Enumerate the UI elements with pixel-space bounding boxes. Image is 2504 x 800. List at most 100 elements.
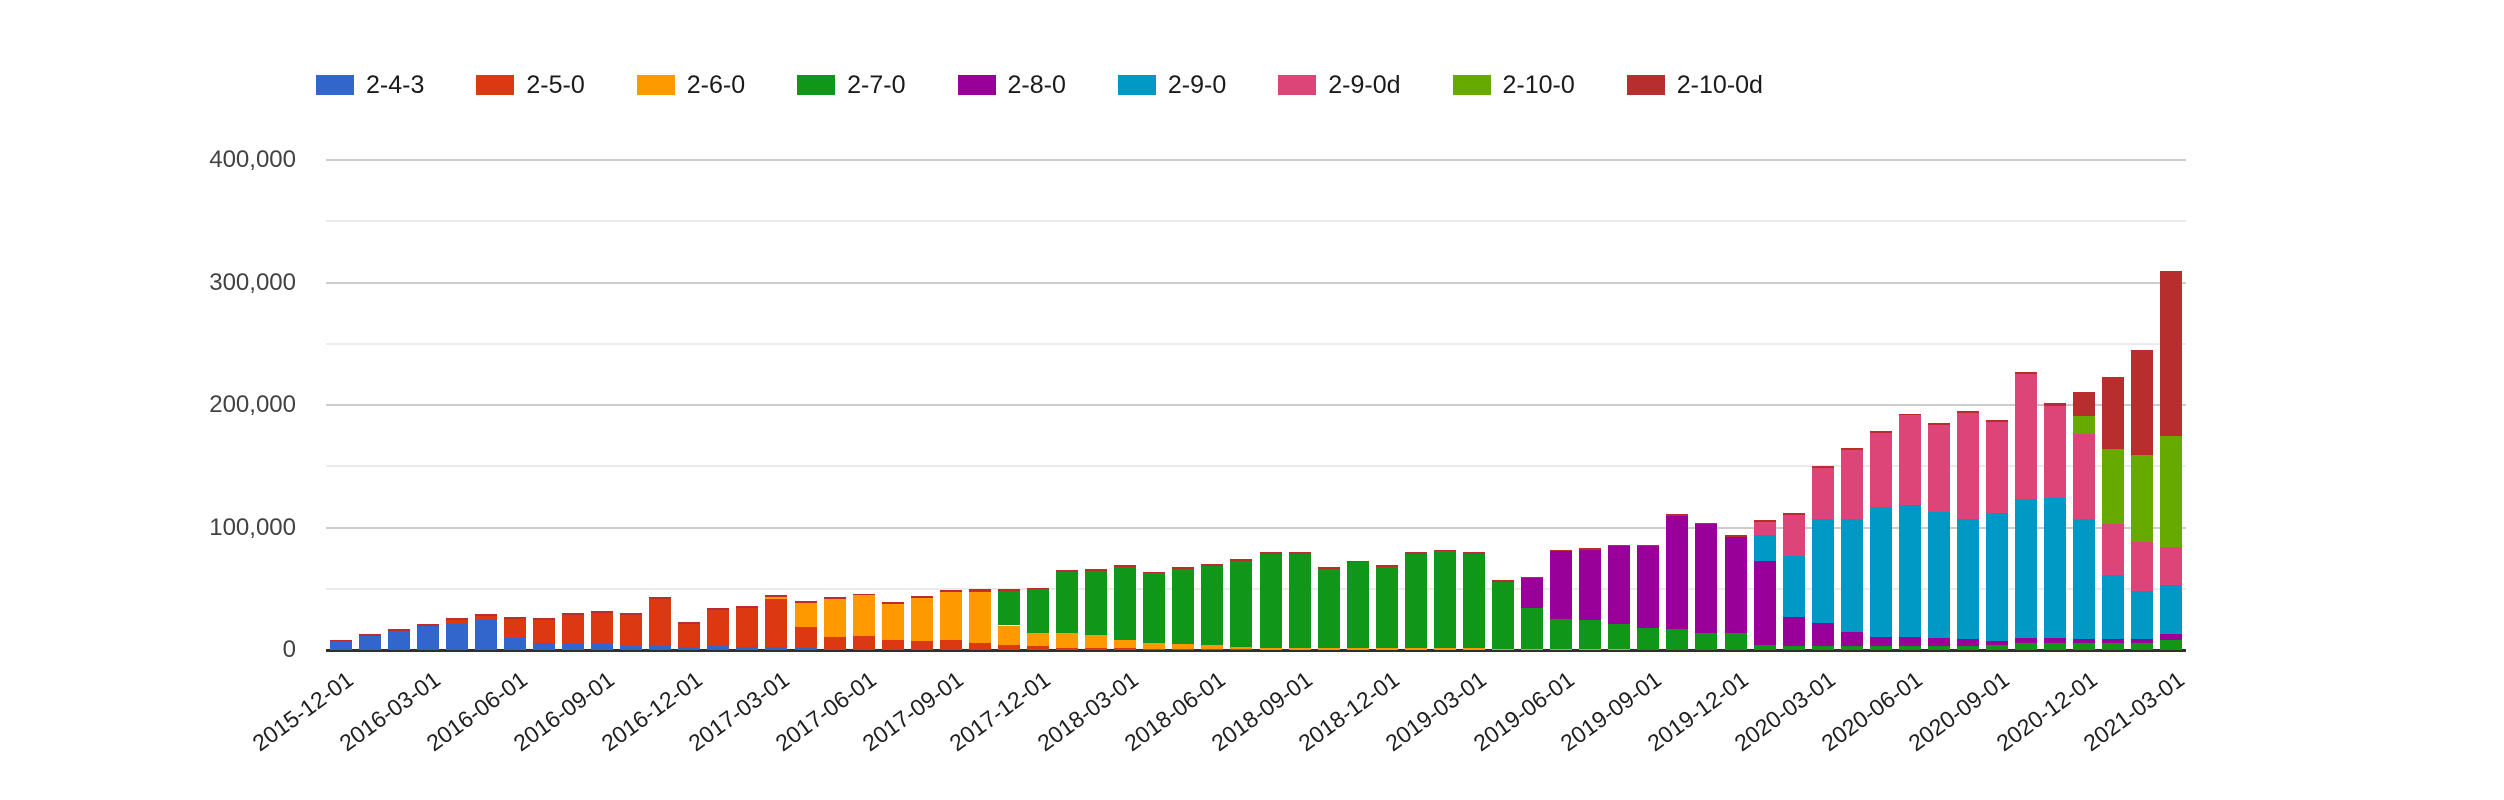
bar-segment-2-6-0[interactable] xyxy=(1521,648,1544,650)
bar-segment-2-5-0[interactable] xyxy=(474,616,497,620)
bar-segment-2-8-0[interactable] xyxy=(1840,631,1863,647)
bar-segment-2-9-0d[interactable] xyxy=(2160,547,2183,586)
bar-segment-2-10-0d[interactable] xyxy=(1375,565,1398,568)
bar-segment-2-9-0d[interactable] xyxy=(1927,425,1950,512)
bar-segment-2-9-0[interactable] xyxy=(2160,585,2183,635)
bar-segment-2-4-3[interactable] xyxy=(649,645,672,650)
bar-segment-2-7-0[interactable] xyxy=(1230,561,1253,647)
bar-segment-2-7-0[interactable] xyxy=(1143,573,1166,643)
bar-segment-2-9-0d[interactable] xyxy=(2073,434,2096,519)
bar-segment-2-6-0[interactable] xyxy=(1230,646,1253,650)
bar-segment-2-10-0d[interactable] xyxy=(1666,514,1689,516)
bar-segment-2-10-0d[interactable] xyxy=(1027,587,1050,590)
bar-segment-2-6-0[interactable] xyxy=(1114,639,1137,649)
bar-segment-2-7-0[interactable] xyxy=(1172,568,1195,644)
bar-segment-2-10-0d[interactable] xyxy=(1433,549,1456,552)
bar-segment-2-10-0d[interactable] xyxy=(1521,576,1544,579)
bar-segment-2-10-0d[interactable] xyxy=(1695,522,1718,525)
bar-segment-2-10-0d[interactable] xyxy=(1550,549,1573,552)
bar-segment-2-10-0d[interactable] xyxy=(329,640,352,642)
bar-segment-2-6-0[interactable] xyxy=(1172,643,1195,649)
bar-segment-2-4-3[interactable] xyxy=(910,649,933,650)
bar-segment-2-8-0[interactable] xyxy=(2131,638,2154,643)
bar-segment-2-9-0[interactable] xyxy=(2015,499,2038,638)
bar-segment-2-7-0[interactable] xyxy=(1346,562,1369,649)
bar-segment-2-7-0[interactable] xyxy=(1492,582,1515,649)
bar-segment-2-9-0[interactable] xyxy=(2131,591,2154,639)
bar-segment-2-7-0[interactable] xyxy=(1201,566,1224,646)
bar-segment-2-10-0d[interactable] xyxy=(1927,423,1950,426)
bar-segment-2-7-0[interactable] xyxy=(1085,570,1108,636)
bar-segment-2-6-0[interactable] xyxy=(1085,635,1108,648)
bar-segment-2-7-0[interactable] xyxy=(1027,589,1050,633)
bar-segment-2-5-0[interactable] xyxy=(765,599,788,647)
bar-segment-2-8-0[interactable] xyxy=(1869,636,1892,647)
bar-segment-2-6-0[interactable] xyxy=(1492,648,1515,650)
bar-segment-2-5-0[interactable] xyxy=(736,607,759,647)
bar-segment-2-8-0[interactable] xyxy=(2160,634,2183,641)
bar-segment-2-9-0d[interactable] xyxy=(1753,521,1776,535)
bar-segment-2-7-0[interactable] xyxy=(2044,642,2067,650)
bar-segment-2-5-0[interactable] xyxy=(562,615,585,644)
bar-segment-2-10-0d[interactable] xyxy=(707,608,730,611)
bar-segment-2-6-0[interactable] xyxy=(1550,649,1573,650)
bar-segment-2-9-0[interactable] xyxy=(1898,505,1921,637)
bar-segment-2-6-0[interactable] xyxy=(910,597,933,641)
bar-segment-2-10-0d[interactable] xyxy=(474,614,497,617)
bar-segment-2-5-0[interactable] xyxy=(445,619,468,624)
bar-segment-2-9-0[interactable] xyxy=(1782,555,1805,617)
bar-segment-2-9-0d[interactable] xyxy=(2015,374,2038,500)
bar-segment-2-10-0d[interactable] xyxy=(1201,564,1224,567)
bar-segment-2-10-0d[interactable] xyxy=(358,634,381,636)
bar-segment-2-10-0d[interactable] xyxy=(1114,565,1137,568)
bar-segment-2-7-0[interactable] xyxy=(1404,553,1427,649)
bar-segment-2-7-0[interactable] xyxy=(1869,646,1892,650)
bar-segment-2-10-0d[interactable] xyxy=(2015,371,2038,375)
bar-segment-2-10-0d[interactable] xyxy=(503,616,526,619)
bar-segment-2-10-0d[interactable] xyxy=(620,613,643,616)
bar-segment-2-8-0[interactable] xyxy=(1695,524,1718,633)
bar-segment-2-10-0[interactable] xyxy=(2131,455,2154,543)
bar-segment-2-4-3[interactable] xyxy=(416,626,439,650)
bar-segment-2-6-0[interactable] xyxy=(1346,648,1369,650)
bar-segment-2-6-0[interactable] xyxy=(1027,632,1050,647)
bar-segment-2-7-0[interactable] xyxy=(1811,646,1834,650)
bar-segment-2-7-0[interactable] xyxy=(968,591,991,593)
bar-segment-2-10-0d[interactable] xyxy=(765,594,788,597)
bar-segment-2-8-0[interactable] xyxy=(1637,546,1660,628)
bar-segment-2-5-0[interactable] xyxy=(1056,647,1079,650)
bar-segment-2-6-0[interactable] xyxy=(1056,632,1079,648)
bar-segment-2-4-3[interactable] xyxy=(591,643,614,650)
bar-segment-2-8-0[interactable] xyxy=(1898,636,1921,647)
bar-segment-2-7-0[interactable] xyxy=(2102,642,2125,650)
bar-segment-2-8-0[interactable] xyxy=(1521,578,1544,608)
bar-segment-2-4-3[interactable] xyxy=(678,646,701,650)
bar-segment-2-6-0[interactable] xyxy=(1201,645,1224,649)
bar-segment-2-10-0d[interactable] xyxy=(1288,552,1311,554)
bar-segment-2-4-3[interactable] xyxy=(794,648,817,650)
bar-segment-2-10-0d[interactable] xyxy=(1579,548,1602,551)
bar-segment-2-4-3[interactable] xyxy=(939,649,962,650)
bar-segment-2-8-0[interactable] xyxy=(2044,637,2067,643)
bar-segment-2-10-0d[interactable] xyxy=(387,629,410,631)
bar-segment-2-9-0[interactable] xyxy=(2044,498,2067,638)
bar-segment-2-5-0[interactable] xyxy=(591,612,614,644)
bar-segment-2-10-0d[interactable] xyxy=(910,596,933,598)
bar-segment-2-10-0d[interactable] xyxy=(1085,569,1108,571)
bar-segment-2-4-3[interactable] xyxy=(620,646,643,650)
bar-segment-2-4-3[interactable] xyxy=(329,641,352,650)
bar-segment-2-5-0[interactable] xyxy=(1027,646,1050,650)
bar-segment-2-10-0d[interactable] xyxy=(1869,430,1892,433)
bar-segment-2-7-0[interactable] xyxy=(1695,632,1718,650)
bar-segment-2-6-0[interactable] xyxy=(1317,648,1340,650)
bar-segment-2-7-0[interactable] xyxy=(2160,640,2183,650)
bar-segment-2-4-3[interactable] xyxy=(358,635,381,650)
bar-segment-2-10-0d[interactable] xyxy=(1840,447,1863,450)
bar-segment-2-10-0d[interactable] xyxy=(968,589,991,592)
bar-segment-2-10-0d[interactable] xyxy=(1462,552,1485,554)
bar-segment-2-10-0d[interactable] xyxy=(1957,411,1980,413)
bar-segment-2-5-0[interactable] xyxy=(620,615,643,647)
bar-segment-2-10-0d[interactable] xyxy=(1404,552,1427,554)
bar-segment-2-9-0d[interactable] xyxy=(1957,412,1980,519)
bar-segment-2-6-0[interactable] xyxy=(823,599,846,637)
